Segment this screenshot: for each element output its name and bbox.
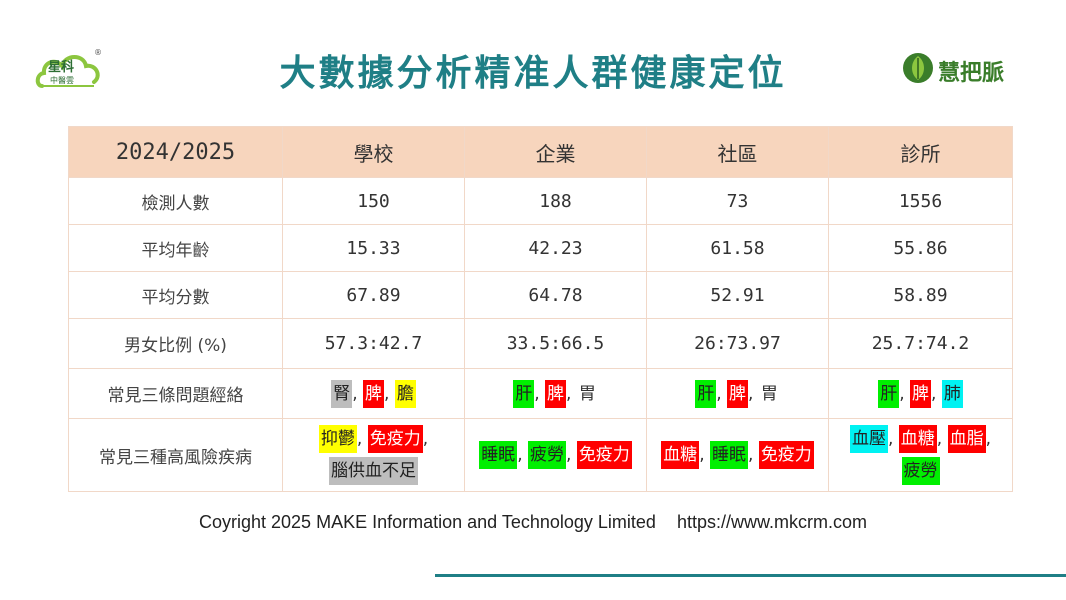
tag-cell: 肝, 脾, 胃 [646, 368, 829, 419]
cell-value: 57.3:42.7 [282, 318, 465, 369]
cell-value: 67.89 [282, 271, 465, 319]
tag-separator: , [422, 429, 429, 449]
cell-value: 58.89 [828, 271, 1013, 319]
health-tag: 抑鬱 [318, 425, 357, 453]
cell-value: 73 [646, 177, 829, 225]
tag-separator: , [716, 383, 727, 404]
accent-line [435, 574, 1066, 577]
cell-value: 25.7:74.2 [828, 318, 1013, 369]
header-clinic: 診所 [828, 126, 1013, 178]
header-year: 2024/2025 [68, 126, 283, 178]
health-tag: 胃 [578, 383, 596, 404]
tag-cell: 睡眠, 疲勞, 免疫力 [464, 418, 647, 492]
health-tag: 免疫力 [576, 441, 632, 469]
cell-value: 188 [464, 177, 647, 225]
tag-separator: , [352, 383, 363, 404]
brand-left-name: 星科 [48, 60, 75, 75]
health-tag: 肝 [513, 379, 535, 408]
health-tag: 血壓 [849, 425, 888, 453]
tag-separator: , [517, 445, 528, 465]
tag-separator: , [699, 445, 710, 465]
header-enterprise: 企業 [464, 126, 647, 178]
health-tag: 胃 [760, 383, 778, 404]
health-tag: 疲勞 [901, 457, 940, 485]
health-tag: 肺 [941, 379, 963, 408]
tag-separator: , [931, 383, 942, 404]
health-tag: 免疫力 [758, 441, 814, 469]
tag-separator: , [748, 445, 759, 465]
health-tag: 睡眠 [710, 441, 748, 469]
tag-cell: 血糖, 睡眠, 免疫力 [646, 418, 829, 492]
cell-value: 42.23 [464, 224, 647, 272]
tag-separator: , [748, 383, 759, 404]
table-row: 平均分數 67.89 64.78 52.91 58.89 [68, 271, 1013, 319]
health-tag: 肝 [695, 379, 717, 408]
tag-separator: , [566, 445, 577, 465]
health-tag: 脾 [727, 379, 748, 408]
brand-left-sub: 中醫雲 [50, 76, 74, 85]
cell-value: 33.5:66.5 [464, 318, 647, 369]
row-label: 男女比例 (%) [68, 318, 283, 369]
cell-value: 15.33 [282, 224, 465, 272]
table-row-meridians: 常見三條問題經絡 腎, 脾, 膽 肝, 脾, 胃 肝, 脾, 胃 肝, 脾, 肺 [68, 368, 1013, 419]
tag-separator: , [384, 383, 395, 404]
xingke-logo: ® 星科 中醫雲 [34, 46, 108, 94]
cell-value: 55.86 [828, 224, 1013, 272]
cell-value: 26:73.97 [646, 318, 829, 369]
tag-cell: 血壓, 血糖, 血脂, 疲勞 [828, 418, 1013, 492]
tag-cell: 肝, 脾, 肺 [828, 368, 1013, 419]
page-title: 大數據分析精准人群健康定位 [279, 53, 787, 94]
health-tag: 免疫力 [367, 425, 423, 453]
table-row: 平均年齡 15.33 42.23 61.58 55.86 [68, 224, 1013, 272]
table-row: 男女比例 (%) 57.3:42.7 33.5:66.5 26:73.97 25… [68, 318, 1013, 369]
tag-separator: , [534, 383, 545, 404]
row-label: 平均分數 [68, 271, 283, 319]
tag-separator: , [566, 383, 577, 404]
cell-value: 52.91 [646, 271, 829, 319]
header-school: 學校 [282, 126, 465, 178]
table-row-diseases: 常見三種高風險疾病 抑鬱, 免疫力, 腦供血不足 睡眠, 疲勞, 免疫力 血糖,… [68, 418, 1013, 492]
health-tag: 脾 [545, 379, 566, 408]
website-link[interactable]: https://www.mkcrm.com [676, 512, 867, 532]
health-tag: 腦供血不足 [329, 457, 418, 485]
health-tag: 血糖 [661, 441, 700, 469]
health-data-table: 2024/2025 學校 企業 社區 診所 檢測人數 150 188 73 15… [68, 126, 1013, 492]
row-label: 常見三條問題經絡 [68, 368, 283, 419]
tag-separator: , [887, 429, 899, 449]
row-label: 常見三種高風險疾病 [68, 418, 283, 492]
row-label: 平均年齡 [68, 224, 283, 272]
tag-separator: , [985, 429, 992, 449]
health-tag: 血脂 [947, 425, 986, 453]
health-tag: 腎 [331, 379, 353, 408]
cell-value: 1556 [828, 177, 1013, 225]
cloud-icon [35, 55, 100, 88]
table-header-row: 2024/2025 學校 企業 社區 診所 [68, 126, 1013, 178]
copyright-text: Coyright 2025 MAKE Information and Techn… [199, 512, 656, 532]
tag-cell: 肝, 脾, 胃 [464, 368, 647, 419]
tag-separator: , [936, 429, 948, 449]
health-tag: 脾 [910, 379, 931, 408]
health-tag: 睡眠 [479, 441, 518, 469]
tag-separator: , [356, 429, 368, 449]
health-tag: 膽 [394, 379, 416, 408]
huibamai-logo: 慧把脈 [902, 52, 1052, 86]
health-tag: 血糖 [898, 425, 937, 453]
row-label: 檢測人數 [68, 177, 283, 225]
tag-separator: , [899, 383, 910, 404]
cell-value: 150 [282, 177, 465, 225]
health-tag: 疲勞 [528, 441, 566, 469]
footer: Coyright 2025 MAKE Information and Techn… [0, 512, 1066, 533]
header-community: 社區 [646, 126, 829, 178]
leaf-icon [903, 53, 933, 83]
tag-cell: 抑鬱, 免疫力, 腦供血不足 [282, 418, 465, 492]
table-row: 檢測人數 150 188 73 1556 [68, 177, 1013, 225]
registered-mark: ® [94, 48, 102, 57]
health-tag: 脾 [363, 379, 384, 408]
tag-cell: 腎, 脾, 膽 [282, 368, 465, 419]
health-tag: 肝 [878, 379, 900, 408]
brand-right-name: 慧把脈 [938, 61, 1005, 86]
cell-value: 61.58 [646, 224, 829, 272]
cell-value: 64.78 [464, 271, 647, 319]
